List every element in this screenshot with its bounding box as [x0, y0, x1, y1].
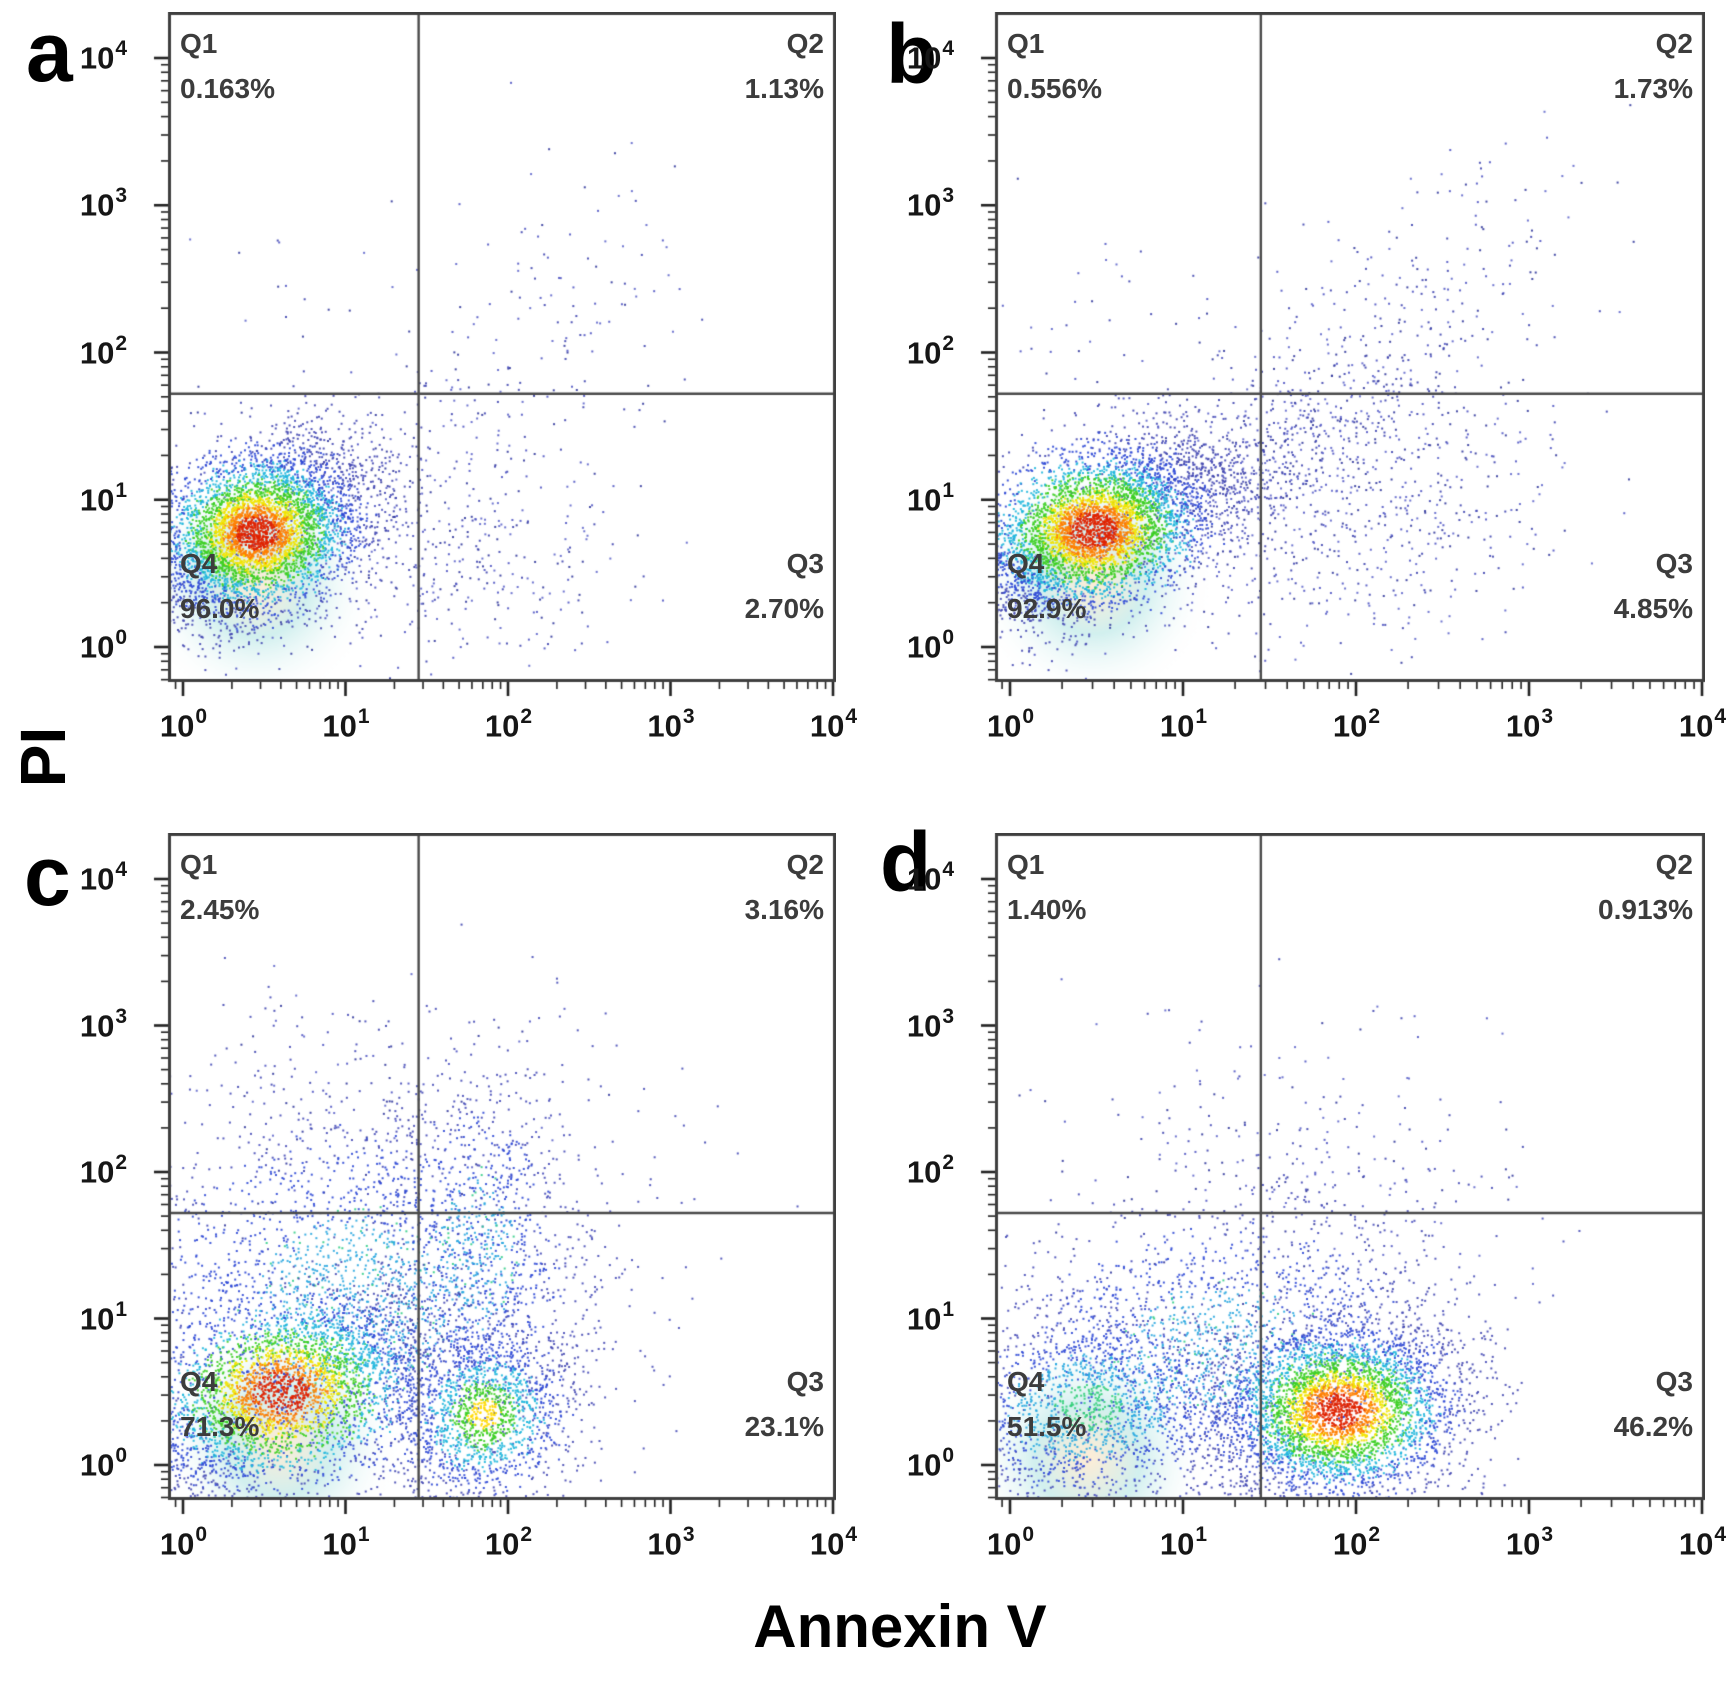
x-tick-label: 100	[159, 1523, 208, 1562]
x-tick-label: 102	[484, 1523, 533, 1562]
y-tick-label: 100	[79, 1444, 127, 1483]
x-tick-label: 104	[809, 705, 858, 744]
panel-a: Q1 0.163% Q2 1.13% Q4 96.0% Q3 2.70% 100…	[80, 12, 857, 741]
y-tick-label: 101	[906, 1297, 954, 1336]
y-tick-label: 100	[906, 1444, 954, 1483]
panel-letter-b: b	[886, 7, 938, 101]
x-tick-label: 103	[647, 1523, 695, 1562]
y-tick-label: 104	[906, 858, 954, 897]
x-axis-title: Annexin V	[753, 1593, 1047, 1660]
y-tick-label: 104	[79, 858, 127, 897]
y-tick-label: 103	[906, 1004, 954, 1043]
scatter-plot-canvas-c	[140, 833, 836, 1528]
x-tick-label: 103	[1505, 705, 1554, 744]
x-tick-label: 103	[647, 705, 695, 744]
y-tick-label: 102	[906, 1151, 954, 1190]
y-tick-label: 103	[79, 1004, 127, 1043]
y-tick-label: 102	[79, 331, 127, 370]
y-tick-label: 102	[79, 1151, 127, 1190]
x-tick-label: 101	[322, 1523, 370, 1562]
x-tick-label: 104	[1678, 705, 1727, 744]
x-tick-label: 104	[809, 1523, 858, 1562]
y-tick-label: 104	[79, 37, 127, 76]
x-tick-label: 104	[1678, 1523, 1727, 1562]
y-tick-label: 101	[906, 478, 954, 518]
panel-letter-d: d	[880, 815, 932, 909]
x-tick-label: 103	[1505, 1523, 1554, 1562]
y-tick-label: 100	[79, 626, 127, 665]
y-tick-label: 104	[906, 37, 954, 76]
y-tick-label: 101	[79, 478, 127, 518]
panel-letter-a: a	[26, 5, 73, 99]
x-tick-label: 102	[1332, 705, 1381, 744]
x-tick-label: 101	[1159, 1523, 1208, 1562]
y-tick-label: 100	[906, 626, 954, 665]
x-tick-label: 100	[159, 705, 208, 744]
panel-letter-c: c	[24, 829, 71, 923]
panel-b: Q1 0.556% Q2 1.73% Q4 92.9% Q3 4.85% 100…	[907, 12, 1726, 741]
scatter-plot-canvas-b	[967, 12, 1705, 710]
x-tick-label: 101	[322, 705, 370, 744]
y-tick-label: 102	[906, 331, 954, 370]
scatter-plot-canvas-d	[967, 833, 1705, 1528]
x-tick-label: 100	[986, 1523, 1035, 1562]
x-tick-label: 101	[1159, 705, 1208, 744]
y-tick-label: 101	[79, 1297, 127, 1336]
y-axis-title: PI	[7, 726, 79, 788]
x-tick-label: 100	[986, 705, 1035, 744]
scatter-plot-canvas-a	[140, 12, 836, 710]
y-tick-label: 103	[79, 184, 127, 223]
panel-c: Q1 2.45% Q2 3.16% Q4 71.3% Q3 23.1% 100 1…	[80, 833, 857, 1559]
y-tick-label: 103	[906, 184, 954, 223]
panel-d: Q1 1.40% Q2 0.913% Q4 51.5% Q3 46.2% 100…	[907, 833, 1726, 1559]
x-tick-label: 102	[484, 705, 533, 744]
x-tick-label: 102	[1332, 1523, 1381, 1562]
